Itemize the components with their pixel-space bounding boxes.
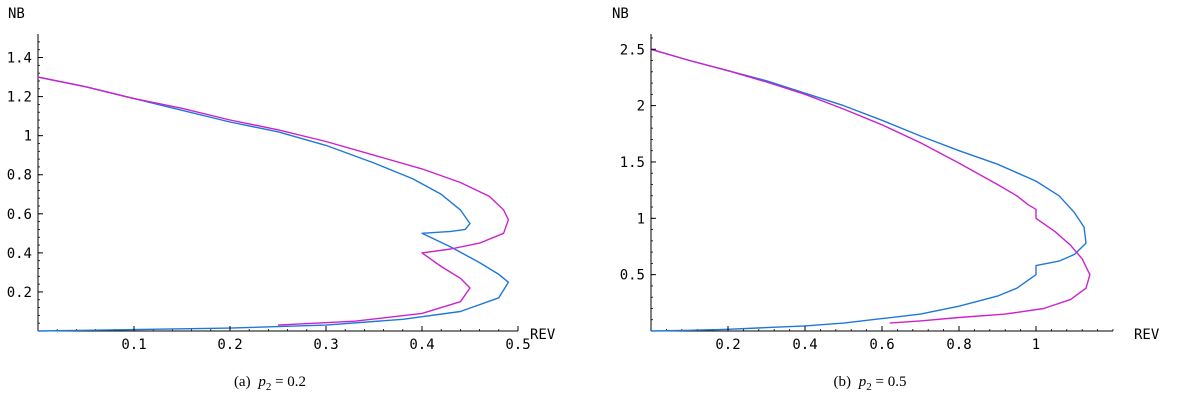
caption-a-rest: = 0.2: [271, 374, 306, 390]
x-tick-label-b: 0.2: [715, 337, 740, 353]
axes-a: [37, 34, 519, 332]
x-tick-label-b: 0.4: [792, 337, 817, 353]
chart-panel-a: 0.1 0.2 0.3 0.4 0.5 0.2 0.4 0.6 0.8 1 1.2 1.4 NB RE…: [7, 6, 556, 393]
series-line-b-2: [650, 48, 1091, 324]
series-group-a: [37, 76, 510, 332]
y-tick-label-b: 2: [637, 99, 645, 115]
ticks-b: 0.2 0.4 0.6 0.8 1 0.5 1 1.5 2 2.5: [620, 42, 1041, 353]
caption-b-prefix: (b): [834, 374, 852, 390]
x-tick-label-a: 0.2: [217, 337, 242, 353]
x-tick-label-b: 0.6: [869, 337, 894, 353]
x-tick-label-a: 0.4: [409, 337, 434, 353]
series-line-b-1: [650, 48, 1087, 332]
series-line-a-2: [37, 76, 510, 326]
caption-a-prefix: (a): [234, 374, 251, 390]
y-tick-label-b: 0.5: [620, 268, 645, 284]
y-tick-label-a: 0.4: [7, 246, 32, 262]
y-tick-label-a: 0.6: [7, 207, 32, 223]
chart-panel-b: 0.2 0.4 0.6 0.8 10.511.522.5 NB REV (b) p2 =…: [612, 6, 1160, 393]
y-axis-label-b: NB: [612, 6, 629, 22]
x-tick-label-a: 0.1: [121, 337, 146, 353]
caption-b-sub: 2: [866, 381, 872, 393]
y-tick-label-a: 1.2: [7, 90, 32, 106]
caption-b: (b) p2 = 0.5: [834, 374, 907, 393]
axes-b: [650, 34, 1114, 332]
y-tick-label-a: 1: [24, 129, 32, 145]
x-tick-label-a: 0.5: [505, 337, 530, 353]
caption-a-var: p: [257, 374, 266, 390]
y-tick-label-b: 1.5: [620, 155, 645, 171]
y-tick-label-b: 1: [637, 211, 645, 227]
caption-b-rest: = 0.5: [872, 374, 907, 390]
x-axis-label-b: REV: [1134, 327, 1160, 343]
caption-a-sub: 2: [266, 381, 272, 393]
x-tick-label-b: 1: [1032, 337, 1040, 353]
y-tick-label-a: 1.4: [7, 51, 32, 67]
x-tick-label-b: 0.8: [946, 337, 971, 353]
series-group-b: [650, 48, 1091, 332]
y-tick-label-a: 0.8: [7, 168, 32, 184]
caption-b-var: p: [858, 374, 867, 390]
ticks-a: 0.1 0.2 0.3 0.4 0.5 0.2 0.4 0.6 0.8 1 1.2 1.4: [7, 51, 531, 353]
series-line-a-1: [37, 76, 510, 332]
x-tick-label-a: 0.3: [313, 337, 338, 353]
y-axis-label-a: NB: [8, 6, 25, 22]
caption-a: (a) p2 = 0.2: [234, 374, 306, 393]
y-tick-label-a: 0.2: [7, 285, 32, 301]
x-axis-label-a: REV: [530, 327, 556, 343]
y-tick-label-b: 2.5: [620, 42, 645, 58]
